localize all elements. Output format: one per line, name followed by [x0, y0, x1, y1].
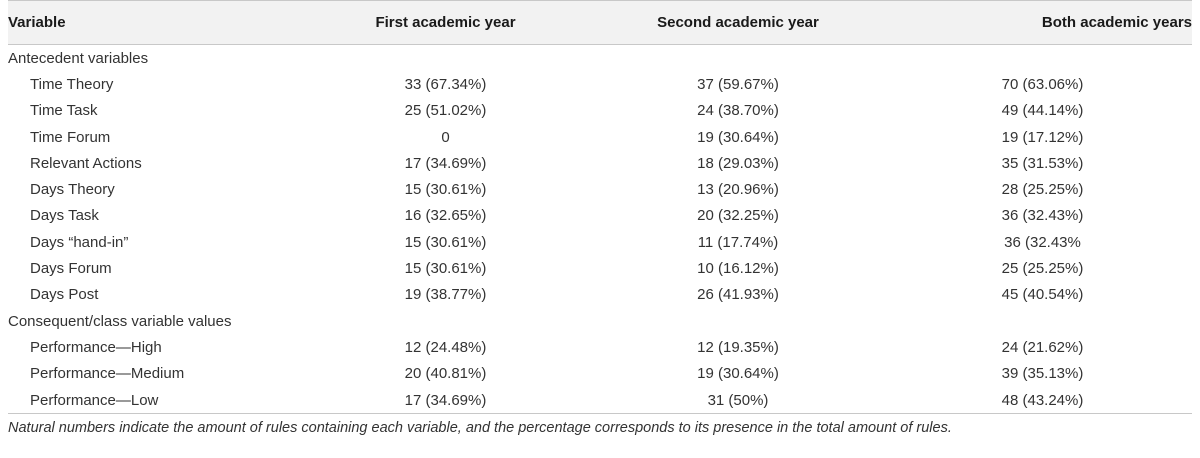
cell-both: 28 (25.25%) — [1001, 181, 1084, 199]
section-row: Consequent/class variable values — [8, 308, 1192, 334]
section-title-consequent: Consequent/class variable values — [8, 312, 232, 330]
table-row: Days “hand-in” 15 (30.61%) 11 (17.74%) 3… — [8, 229, 1192, 255]
table-row: Time Task 25 (51.02%) 24 (38.70%) 49 (44… — [8, 98, 1192, 124]
table-row: Relevant Actions 17 (34.69%) 18 (29.03%)… — [8, 150, 1192, 176]
table-header: Variable First academic year Second acad… — [8, 0, 1192, 45]
cell-variable: Performance—Medium — [30, 365, 185, 383]
table-row: Performance—High 12 (24.48%) 12 (19.35%)… — [8, 334, 1192, 360]
cell-second: 10 (16.12%) — [697, 260, 779, 278]
header-row: Variable First academic year Second acad… — [8, 0, 1192, 45]
cell-first: 12 (24.48%) — [404, 338, 487, 356]
table-row: Days Theory 15 (30.61%) 13 (20.96%) 28 (… — [8, 176, 1192, 202]
cell-variable: Days “hand-in” — [30, 233, 129, 251]
cell-second: 11 (17.74%) — [697, 233, 779, 251]
cell-variable: Days Task — [30, 207, 99, 225]
table-row: Days Forum 15 (30.61%) 10 (16.12%) 25 (2… — [8, 255, 1192, 281]
cell-first: 25 (51.02%) — [404, 102, 487, 120]
table-body: Antecedent variables Time Theory 33 (67.… — [8, 45, 1192, 415]
cell-both: 36 (32.43%) — [1001, 207, 1084, 225]
cell-first: 15 (30.61%) — [404, 233, 487, 251]
cell-second: 26 (41.93%) — [697, 286, 779, 304]
cell-both: 35 (31.53%) — [1001, 154, 1084, 172]
cell-second: 31 (50%) — [583, 386, 893, 415]
table-row: Performance—Medium 20 (40.81%) 19 (30.64… — [8, 361, 1192, 387]
table-footnote: Natural numbers indicate the amount of r… — [8, 420, 952, 437]
cell-variable: Days Forum — [30, 260, 112, 278]
header-variable: Variable — [8, 0, 308, 45]
cell-second: 18 (29.03%) — [697, 154, 779, 172]
cell-variable: Days Post — [30, 286, 99, 304]
cell-both: 19 (17.12%) — [1001, 128, 1084, 146]
cell-both: 45 (40.54%) — [1001, 286, 1084, 304]
header-second-year: Second academic year — [583, 0, 893, 45]
cell-first: 0 — [441, 128, 450, 146]
section-row: Antecedent variables — [8, 45, 1192, 72]
cell-first: 16 (32.65%) — [404, 207, 487, 225]
cell-first: 19 (38.77%) — [404, 286, 487, 304]
cell-variable: Time Theory — [30, 75, 114, 93]
table-row: Time Theory 33 (67.34%) 37 (59.67%) 70 (… — [8, 71, 1192, 97]
cell-first: 20 (40.81%) — [404, 365, 487, 383]
cell-first: 15 (30.61%) — [404, 260, 487, 278]
cell-variable: Time Forum — [30, 128, 111, 146]
cell-second: 20 (32.25%) — [697, 207, 779, 225]
results-table: Variable First academic year Second acad… — [8, 0, 1192, 415]
cell-both: 70 (63.06%) — [1001, 75, 1084, 93]
cell-both: 24 (21.62%) — [1001, 338, 1084, 356]
cell-variable: Relevant Actions — [30, 154, 142, 172]
cell-second: 24 (38.70%) — [697, 102, 779, 120]
cell-second: 12 (19.35%) — [697, 338, 779, 356]
cell-variable: Performance—High — [30, 338, 162, 356]
cell-first: 15 (30.61%) — [404, 181, 487, 199]
cell-variable: Days Theory — [30, 181, 115, 199]
header-first-year: First academic year — [308, 0, 583, 45]
cell-both: 39 (35.13%) — [1001, 365, 1084, 383]
cell-first: 17 (34.69%) — [308, 386, 583, 415]
table-row: Days Task 16 (32.65%) 20 (32.25%) 36 (32… — [8, 203, 1192, 229]
cell-both: 25 (25.25%) — [1001, 260, 1084, 278]
header-both-years: Both academic years — [893, 0, 1192, 45]
cell-second: 19 (30.64%) — [697, 365, 779, 383]
cell-first: 17 (34.69%) — [404, 154, 487, 172]
cell-both: 49 (44.14%) — [1001, 102, 1084, 120]
cell-second: 19 (30.64%) — [697, 128, 779, 146]
cell-both: 36 (32.43% — [1004, 233, 1081, 251]
results-table-container: Variable First academic year Second acad… — [8, 0, 1192, 437]
cell-variable: Performance—Low — [8, 386, 308, 415]
cell-both: 48 (43.24%) — [893, 386, 1192, 415]
section-title-antecedent: Antecedent variables — [8, 49, 149, 67]
table-row: Time Forum 0 19 (30.64%) 19 (17.12%) — [8, 124, 1192, 150]
table-row: Performance—Low 17 (34.69%) 31 (50%) 48 … — [8, 386, 1192, 415]
cell-first: 33 (67.34%) — [404, 75, 487, 93]
cell-second: 13 (20.96%) — [697, 181, 779, 199]
table-row: Days Post 19 (38.77%) 26 (41.93%) 45 (40… — [8, 282, 1192, 308]
cell-variable: Time Task — [30, 102, 98, 120]
cell-second: 37 (59.67%) — [697, 75, 779, 93]
